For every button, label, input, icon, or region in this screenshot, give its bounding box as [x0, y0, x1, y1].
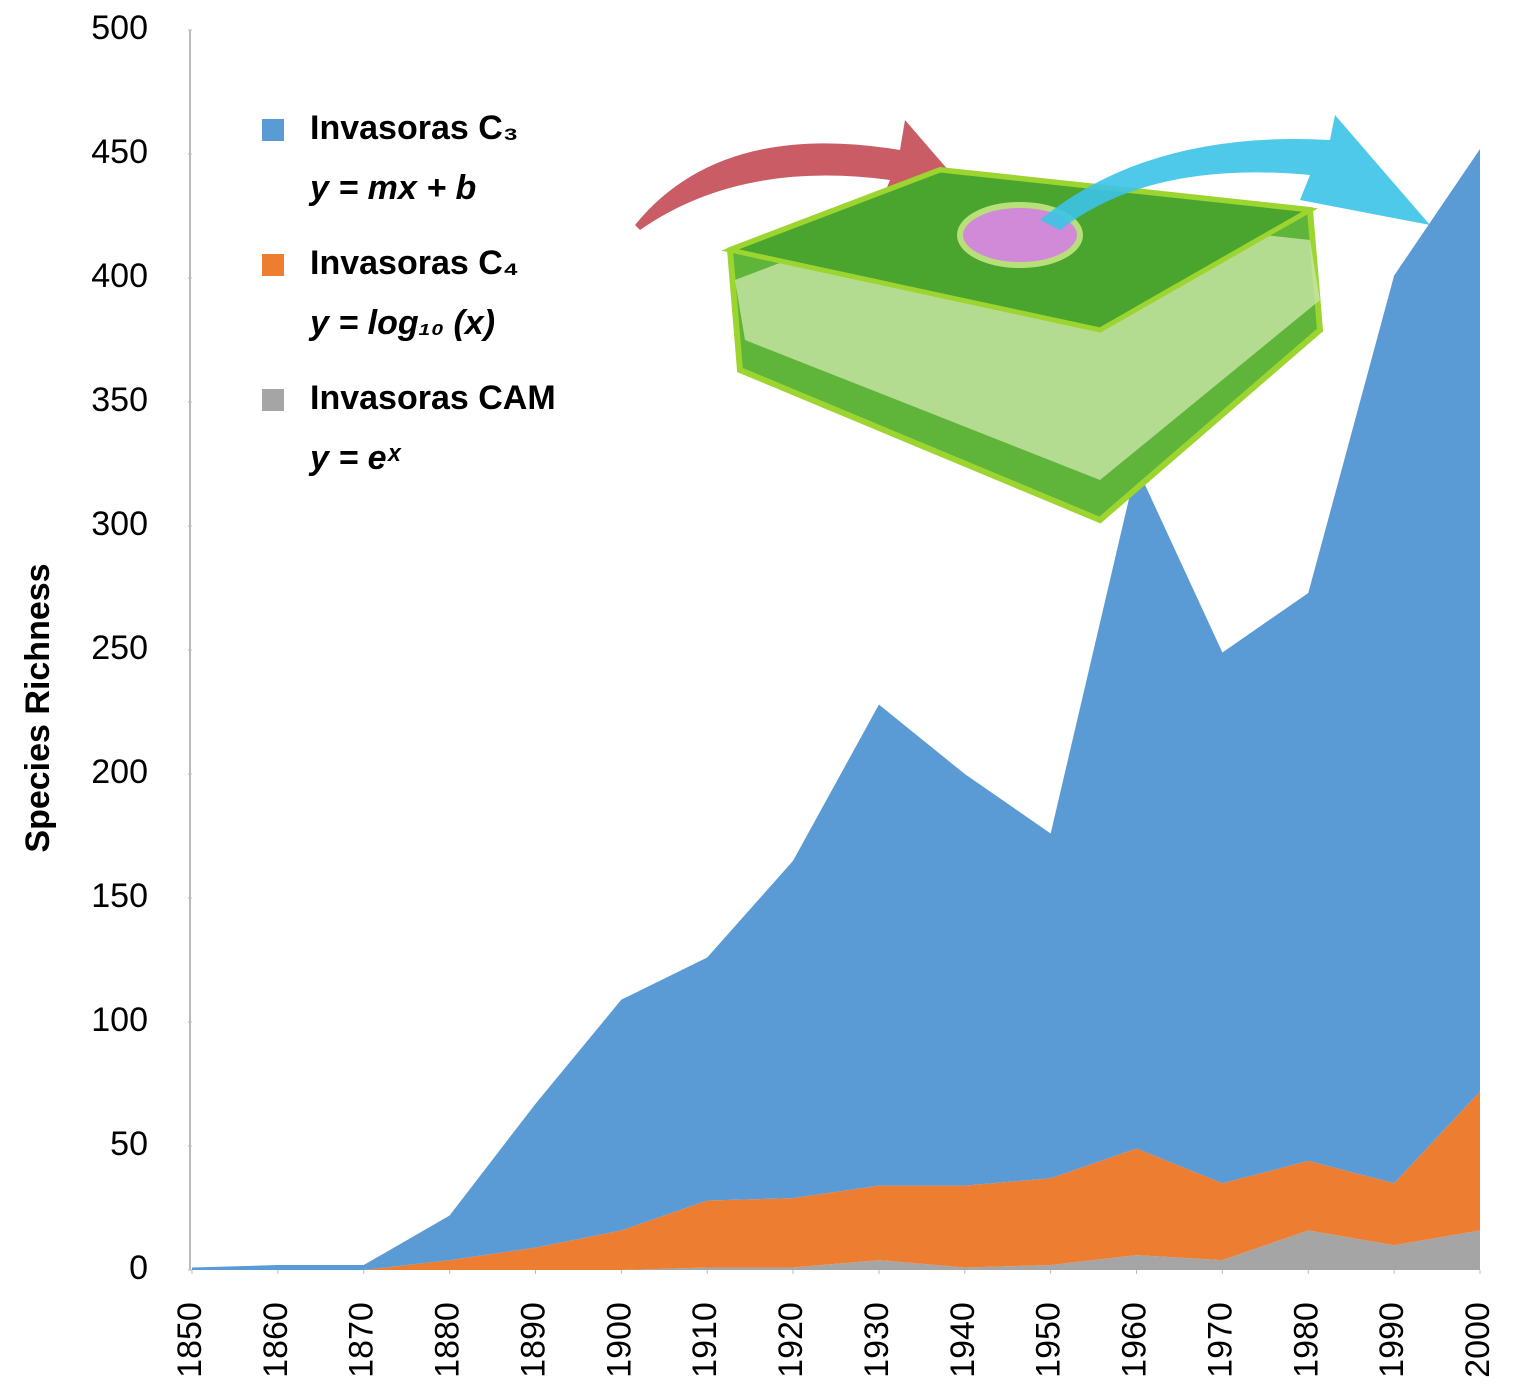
x-tick-label: 1990	[1373, 1302, 1411, 1378]
x-tick-label: 1910	[686, 1302, 724, 1378]
x-tick-label: 1930	[858, 1302, 896, 1378]
x-tick-label: 1860	[257, 1302, 295, 1378]
x-tick-label: 1970	[1201, 1302, 1239, 1378]
x-tick-label: 1980	[1287, 1302, 1325, 1378]
y-tick-label: 450	[91, 133, 148, 171]
area	[192, 1091, 1480, 1270]
x-tick-label: 1950	[1030, 1302, 1068, 1378]
x-tick-label: 1920	[772, 1302, 810, 1378]
leaf-illustration: CO₂ water & O₂	[635, 113, 1430, 524]
y-tick-label: 50	[110, 1125, 148, 1163]
legend-swatch	[262, 389, 284, 411]
x-tick-label: 1940	[944, 1302, 982, 1378]
legend-formula: y = mx + b	[308, 169, 476, 207]
x-tick-label: 2000	[1459, 1302, 1497, 1378]
area	[192, 1230, 1480, 1270]
x-tick-label: 1850	[171, 1302, 209, 1378]
legend-formula: y = log₁₀ (x)	[308, 304, 495, 342]
x-tick-label: 1900	[600, 1302, 638, 1378]
water-arrow	[1040, 115, 1430, 230]
y-tick-label: 350	[91, 381, 148, 419]
x-tick-label: 1890	[514, 1302, 552, 1378]
legend-swatch	[262, 119, 284, 141]
y-tick-label: 300	[91, 505, 148, 543]
y-tick-label: 250	[91, 629, 148, 667]
y-tick-label: 200	[91, 753, 148, 791]
x-tick-label: 1960	[1116, 1302, 1154, 1378]
legend-swatch	[262, 254, 284, 276]
y-tick-label: 500	[91, 9, 148, 47]
y-tick-label: 400	[91, 257, 148, 295]
y-tick-label: 150	[91, 877, 148, 915]
y-axis-title: Species Richness	[19, 563, 57, 852]
legend-label: Invasoras C₄	[310, 244, 519, 282]
legend-formula: y = eˣ	[308, 439, 403, 477]
y-tick-label: 100	[91, 1001, 148, 1039]
legend-label: Invasoras CAM	[310, 379, 556, 417]
plot-area	[192, 149, 1480, 1270]
area	[192, 149, 1480, 1270]
y-tick-label: 0	[129, 1249, 148, 1287]
x-tick-label: 1880	[429, 1302, 467, 1378]
x-tick-label: 1870	[343, 1302, 381, 1378]
legend-label: Invasoras C₃	[310, 109, 518, 147]
illustration-label: CO₂	[780, 116, 823, 141]
